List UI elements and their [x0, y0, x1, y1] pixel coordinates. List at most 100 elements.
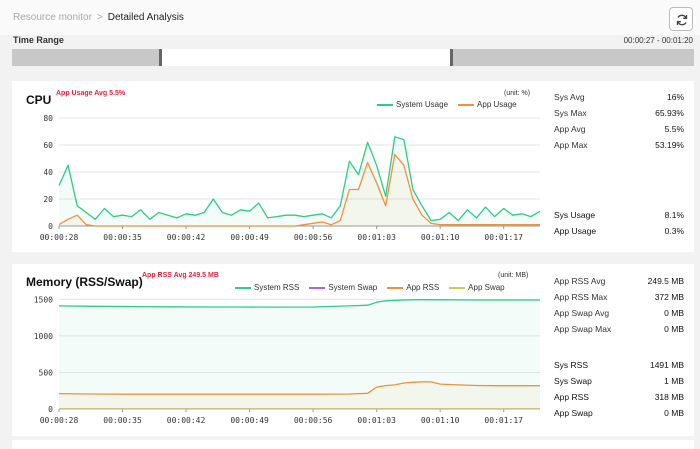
y-tick-label: 60	[43, 141, 53, 150]
series-area-app-rss	[59, 381, 540, 409]
cpu-stats-top: Sys Avg 16% Sys Max 65.93% App Avg 5.5% App…	[554, 89, 684, 153]
time-range-value: 00:00:27 - 00:01:20	[623, 36, 693, 45]
legend-app-swap-label: App Swap	[468, 283, 505, 292]
y-tick-label: 1500	[34, 295, 53, 304]
cpu-legend: System Usage App Usage	[377, 100, 517, 109]
legend-app-rss[interactable]: App RSS	[387, 283, 439, 292]
y-tick-label: 20	[43, 195, 53, 204]
stat-label: App Avg	[554, 124, 586, 134]
stat-value: 16%	[666, 92, 684, 102]
x-tick-label: 00:01:17	[484, 416, 523, 425]
refresh-icon	[676, 14, 688, 26]
memory-panel: Memory (RSS/Swap) App RSS Avg 249.5 MB (…	[12, 264, 694, 436]
stat-label: App Max	[554, 140, 588, 150]
legend-app-usage-label: App Usage	[477, 100, 517, 109]
stat-value: 0 MB	[664, 324, 684, 334]
stat-value: 65.93%	[655, 108, 684, 118]
breadcrumb-current: Detailed Analysis	[107, 12, 184, 23]
cpu-stats-bottom: Sys Usage 8.1% App Usage 0.3%	[554, 203, 684, 239]
stat-label: App RSS	[554, 392, 589, 402]
stat-label: Sys Max	[554, 108, 587, 118]
x-tick-label: 00:01:10	[421, 416, 460, 425]
x-tick-label: 00:00:49	[230, 416, 269, 425]
legend-system-swap-label: System Swap	[328, 283, 378, 292]
memory-title: Memory (RSS/Swap)	[26, 275, 143, 289]
stat-label: Sys RSS	[554, 360, 589, 370]
x-tick-label: 00:01:03	[357, 233, 396, 242]
cpu-title: CPU	[26, 93, 52, 107]
legend-system-swap[interactable]: System Swap	[309, 283, 377, 292]
y-tick-label: 80	[43, 114, 53, 123]
time-range-start-handle[interactable]	[12, 49, 162, 66]
series-line-system-usage	[58, 136, 541, 222]
x-tick-label: 00:01:10	[421, 233, 460, 242]
cpu-chart: 0 20 40 60 80 00:00:28 00:00:35 00:00:42 00:00:4…	[40, 114, 541, 242]
stat-value: 372 MB	[654, 292, 684, 302]
legend-app-rss-label: App RSS	[406, 283, 440, 292]
time-range-end-handle[interactable]	[450, 49, 694, 66]
stat-value: 5.5%	[664, 124, 684, 134]
x-tick-label: 00:00:42	[167, 233, 206, 242]
legend-app-usage[interactable]: App Usage	[458, 100, 517, 109]
stat-value: 1 MB	[664, 376, 684, 386]
stat-label: App RSS Max	[554, 292, 608, 302]
breadcrumb-parent-link[interactable]: Resource monitor	[13, 12, 92, 23]
memory-stats-bottom: Sys RSS 1491 MB Sys Swap 1 MB App RSS 318 M…	[554, 353, 684, 421]
x-tick-label: 00:00:56	[294, 416, 333, 425]
legend-system-usage-label: System Usage	[396, 100, 449, 109]
stat-label: App Swap	[554, 408, 593, 418]
stat-value: 53.19%	[655, 140, 684, 150]
stat-label: App RSS Avg	[554, 276, 606, 286]
refresh-button[interactable]	[669, 7, 693, 31]
stat-label: App Swap Max	[554, 324, 612, 334]
memory-app-rss-avg-badge: App RSS Avg 249.5 MB	[142, 272, 219, 279]
x-tick-label: 00:00:28	[40, 416, 79, 425]
stat-value: 318 MB	[654, 392, 684, 402]
x-tick-label: 00:00:56	[294, 233, 333, 242]
series-line-app-rss	[58, 381, 540, 395]
memory-unit-label: (unit: MB)	[498, 272, 529, 279]
y-tick-label: 0	[48, 222, 53, 231]
stat-value: 0 MB	[664, 308, 684, 318]
legend-app-swap[interactable]: App Swap	[449, 283, 505, 292]
series-line-system-rss	[58, 299, 540, 308]
legend-system-usage[interactable]: System Usage	[377, 100, 448, 109]
breadcrumb-separator: >	[96, 12, 103, 23]
header-bar: Resource monitor > Detailed Analysis	[0, 0, 700, 35]
x-tick-label: 00:00:42	[167, 416, 206, 425]
series-line-app-usage	[58, 153, 540, 227]
stat-label: Sys Usage	[554, 210, 596, 220]
y-tick-label: 1000	[34, 332, 53, 341]
x-tick-label: 00:00:35	[103, 416, 142, 425]
memory-chart: 0 500 1000 1500 00:00:28 00:00:35 00:00:42 00:0…	[34, 295, 540, 425]
x-tick-label: 00:00:35	[103, 233, 142, 242]
legend-system-rss-label: System RSS	[254, 283, 300, 292]
stat-value: 0.3%	[664, 226, 684, 236]
x-tick-label: 00:01:03	[357, 416, 396, 425]
stat-label: Sys Swap	[554, 376, 592, 386]
cpu-app-avg-badge: App Usage Avg 5.5%	[56, 90, 126, 97]
stat-value: 249.5 MB	[647, 276, 684, 286]
stat-value: 0 MB	[664, 408, 684, 418]
stat-label: Sys Avg	[554, 92, 585, 102]
y-tick-label: 40	[43, 168, 53, 177]
x-tick-label: 00:01:17	[484, 233, 523, 242]
memory-legend: System RSS System Swap App RSS App Swap	[235, 283, 505, 292]
next-panel-edge	[12, 440, 694, 449]
stat-value: 8.1%	[664, 210, 684, 220]
x-tick-label: 00:00:28	[40, 233, 79, 242]
cpu-unit-label: (unit: %)	[504, 90, 531, 97]
time-range-label: Time Range	[13, 35, 64, 45]
time-range-slider[interactable]	[12, 49, 694, 66]
series-area-system-usage	[59, 136, 540, 226]
y-tick-label: 500	[39, 368, 54, 377]
cpu-panel: CPU App Usage Avg 5.5% (unit: %) System …	[12, 81, 694, 252]
stat-label: App Usage	[554, 226, 597, 236]
y-tick-label: 0	[48, 405, 53, 414]
breadcrumb: Resource monitor > Detailed Analysis	[13, 12, 184, 23]
legend-system-rss[interactable]: System RSS	[235, 283, 299, 292]
stat-label: App Swap Avg	[554, 308, 610, 318]
stat-value: 1491 MB	[649, 360, 684, 370]
x-tick-label: 00:00:49	[230, 233, 269, 242]
memory-stats-top: App RSS Avg 249.5 MB App RSS Max 372 MB Ap…	[554, 273, 684, 337]
